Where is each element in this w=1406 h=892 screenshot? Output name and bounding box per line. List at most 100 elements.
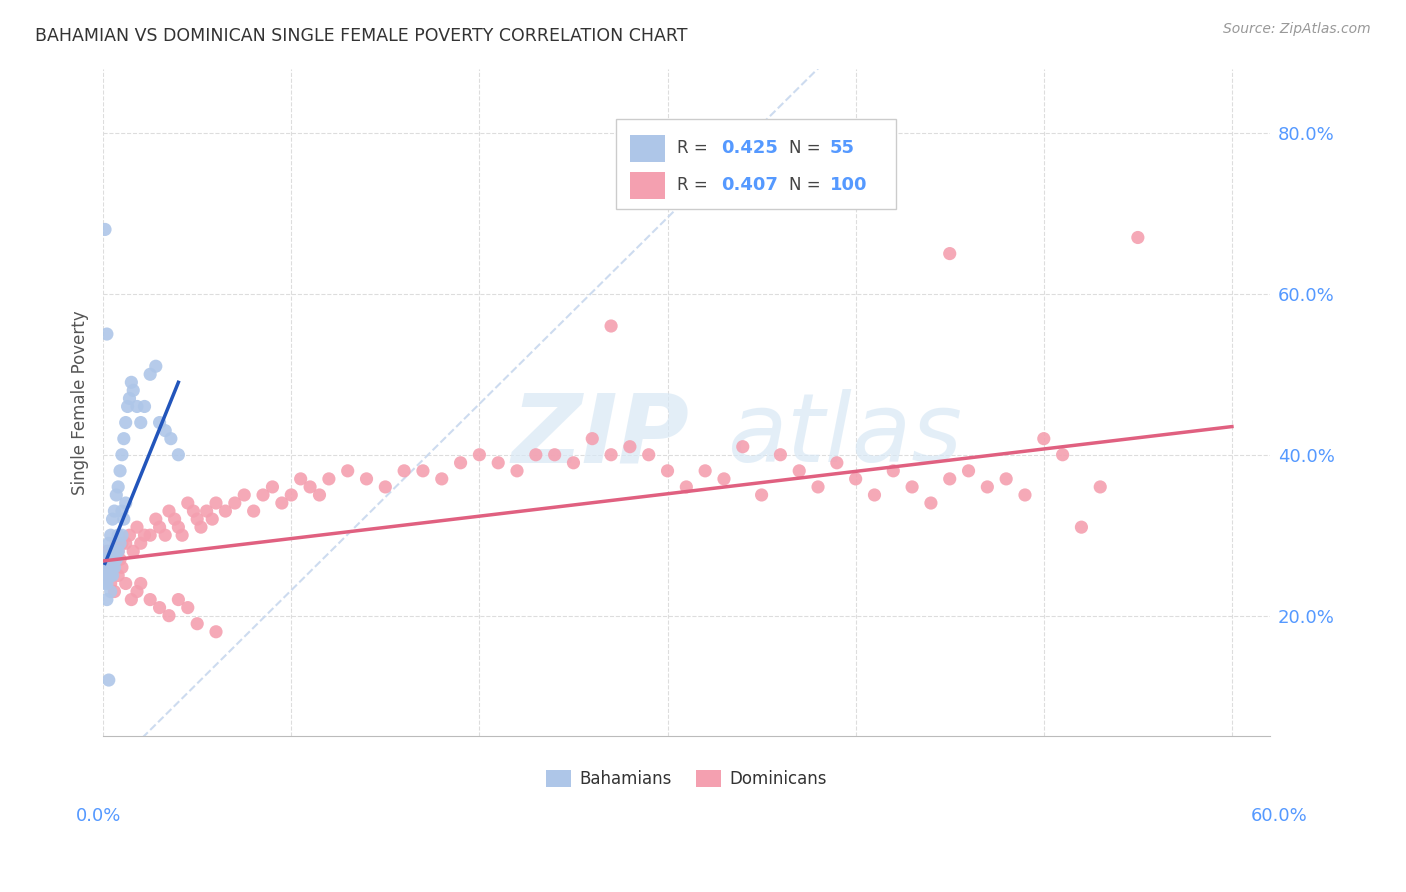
Point bbox=[468, 448, 491, 462]
Point bbox=[97, 536, 120, 550]
Point bbox=[157, 504, 180, 518]
Point bbox=[205, 624, 228, 639]
Point bbox=[995, 472, 1018, 486]
Point bbox=[105, 488, 128, 502]
Point bbox=[252, 488, 274, 502]
Point bbox=[105, 552, 128, 566]
Point bbox=[242, 504, 264, 518]
Text: ZIP: ZIP bbox=[512, 389, 689, 483]
Point bbox=[114, 416, 136, 430]
Point bbox=[97, 552, 120, 566]
Point bbox=[148, 416, 170, 430]
Point bbox=[957, 464, 980, 478]
Point bbox=[825, 456, 848, 470]
Text: 0.407: 0.407 bbox=[721, 176, 778, 194]
Point bbox=[713, 472, 735, 486]
Point bbox=[157, 608, 180, 623]
Point bbox=[506, 464, 529, 478]
Point bbox=[94, 552, 117, 566]
Point bbox=[100, 560, 122, 574]
Point bbox=[114, 576, 136, 591]
Point bbox=[769, 126, 792, 140]
Bar bbox=[630, 136, 665, 162]
Point bbox=[103, 544, 125, 558]
Point bbox=[129, 416, 152, 430]
Legend: Bahamians, Dominicans: Bahamians, Dominicans bbox=[538, 764, 834, 795]
Point bbox=[863, 488, 886, 502]
Point bbox=[486, 456, 509, 470]
Point bbox=[205, 496, 228, 510]
Point bbox=[167, 520, 190, 534]
Point bbox=[374, 480, 396, 494]
Point bbox=[134, 528, 156, 542]
Point bbox=[111, 448, 134, 462]
Point bbox=[94, 222, 117, 236]
Point bbox=[195, 504, 218, 518]
Point bbox=[430, 472, 453, 486]
Point bbox=[114, 536, 136, 550]
Text: R =: R = bbox=[678, 139, 713, 157]
Point bbox=[108, 536, 131, 550]
Point bbox=[845, 472, 868, 486]
Point bbox=[751, 488, 773, 502]
Point bbox=[148, 600, 170, 615]
Point bbox=[524, 448, 547, 462]
Text: 55: 55 bbox=[830, 139, 855, 157]
Point bbox=[392, 464, 415, 478]
Point bbox=[125, 400, 148, 414]
Point bbox=[129, 576, 152, 591]
Point bbox=[769, 448, 792, 462]
Point bbox=[600, 318, 623, 333]
Point bbox=[96, 326, 118, 341]
Point bbox=[100, 568, 122, 582]
Point bbox=[101, 552, 124, 566]
Point bbox=[186, 616, 208, 631]
Point bbox=[1070, 520, 1092, 534]
Point bbox=[101, 560, 124, 574]
Point bbox=[111, 504, 134, 518]
Point bbox=[675, 480, 697, 494]
Point bbox=[280, 488, 302, 502]
Point bbox=[105, 544, 128, 558]
Point bbox=[103, 552, 125, 566]
Point bbox=[163, 512, 186, 526]
Point bbox=[450, 456, 472, 470]
Point bbox=[107, 568, 129, 582]
Point bbox=[183, 504, 205, 518]
Point bbox=[270, 496, 292, 510]
Point bbox=[100, 584, 122, 599]
Point bbox=[103, 584, 125, 599]
Point bbox=[111, 560, 134, 574]
Point bbox=[562, 456, 585, 470]
Point bbox=[107, 544, 129, 558]
Point bbox=[172, 528, 194, 542]
Point bbox=[336, 464, 359, 478]
Y-axis label: Single Female Poverty: Single Female Poverty bbox=[72, 310, 89, 495]
Point bbox=[114, 496, 136, 510]
Point bbox=[412, 464, 434, 478]
Point bbox=[96, 576, 118, 591]
Point bbox=[107, 480, 129, 494]
Text: N =: N = bbox=[789, 139, 825, 157]
Point bbox=[101, 544, 124, 558]
Point bbox=[120, 592, 142, 607]
Point bbox=[96, 544, 118, 558]
Point bbox=[120, 376, 142, 390]
Point bbox=[318, 472, 340, 486]
Point bbox=[96, 560, 118, 574]
Point bbox=[167, 448, 190, 462]
Text: 0.0%: 0.0% bbox=[76, 807, 121, 825]
FancyBboxPatch shape bbox=[616, 119, 896, 209]
Point bbox=[155, 424, 177, 438]
Point bbox=[637, 448, 659, 462]
Point bbox=[100, 576, 122, 591]
Point bbox=[167, 592, 190, 607]
Point bbox=[103, 504, 125, 518]
Point bbox=[882, 464, 904, 478]
Text: 0.425: 0.425 bbox=[721, 139, 778, 157]
Point bbox=[111, 528, 134, 542]
Text: N =: N = bbox=[789, 176, 825, 194]
Point bbox=[101, 568, 124, 582]
Point bbox=[1052, 448, 1074, 462]
Point bbox=[233, 488, 256, 502]
